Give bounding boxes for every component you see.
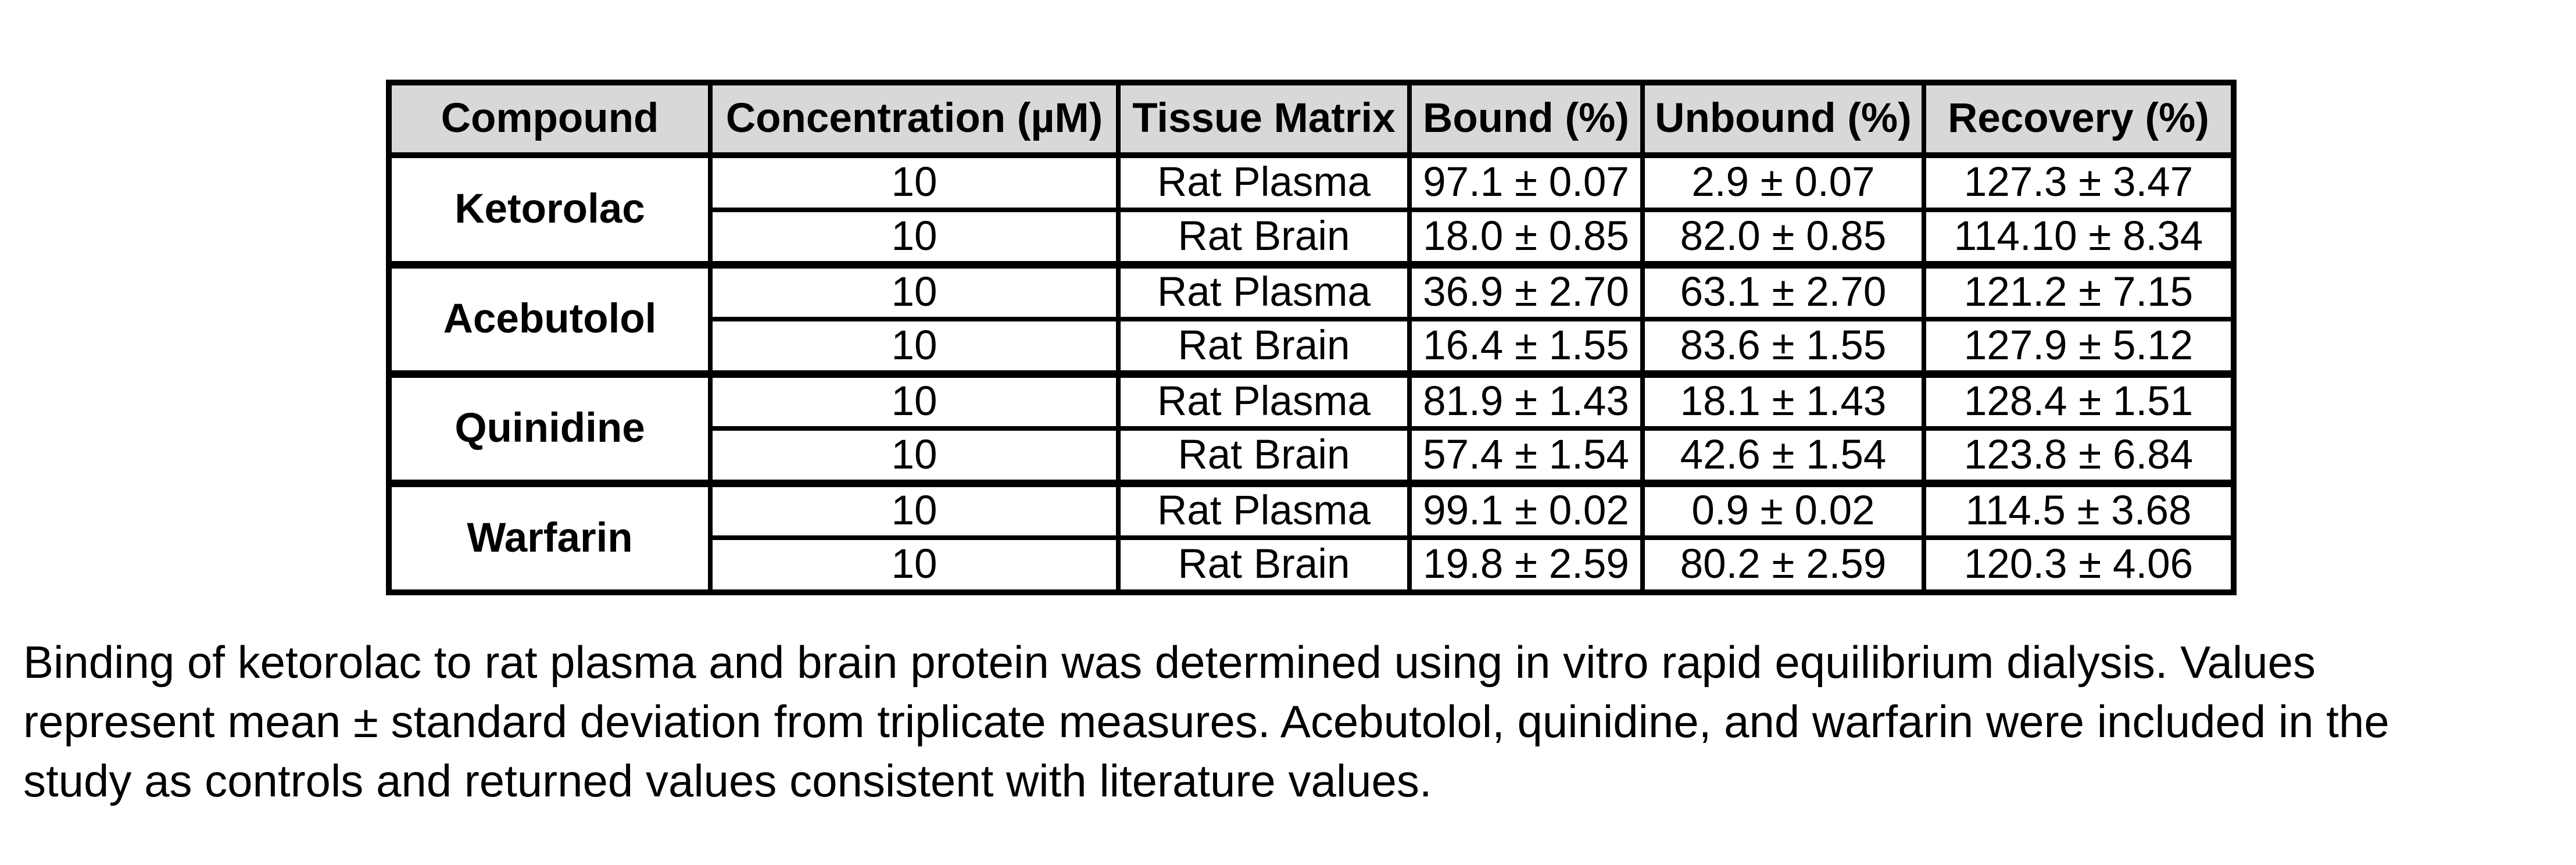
table-caption-line: represent mean ± standard deviation from… — [23, 696, 2389, 747]
cell-recovery: 114.5 ± 3.68 — [1922, 479, 2236, 540]
col-header-compound: Compound — [387, 80, 713, 158]
cell-recovery: 128.4 ± 1.51 — [1922, 370, 2236, 431]
cell-unbound: 0.9 ± 0.02 — [1640, 479, 1926, 540]
col-header-concentration: Concentration (µM) — [708, 80, 1121, 158]
table-row: 10 Rat Brain 19.8 ± 2.59 80.2 ± 2.59 120… — [389, 535, 2236, 595]
cell-recovery: 114.10 ± 8.34 — [1922, 208, 2236, 267]
cell-concentration: 10 — [708, 535, 1121, 595]
header-row: Compound Concentration (µM) Tissue Matri… — [387, 80, 2236, 158]
cell-concentration: 10 — [708, 208, 1121, 267]
col-header-tissue-matrix: Tissue Matrix — [1116, 80, 1412, 158]
cell-unbound: 63.1 ± 2.70 — [1640, 260, 1926, 321]
cell-recovery: 127.9 ± 5.12 — [1922, 317, 2236, 376]
table-row: 10 Rat Brain 57.4 ± 1.54 42.6 ± 1.54 123… — [389, 426, 2236, 485]
cell-concentration: 10 — [708, 426, 1121, 485]
cell-bound: 57.4 ± 1.54 — [1407, 426, 1645, 485]
compound-name-ketorolac: Ketorolac — [387, 153, 713, 267]
table-caption-line: study as controls and returned values co… — [23, 755, 1432, 806]
cell-unbound: 42.6 ± 1.54 — [1640, 426, 1926, 485]
cell-recovery: 123.8 ± 6.84 — [1922, 426, 2236, 485]
cell-bound: 36.9 ± 2.70 — [1407, 260, 1645, 321]
cell-unbound: 83.6 ± 1.55 — [1640, 317, 1926, 376]
cell-tissue-matrix: Rat Plasma — [1116, 479, 1412, 540]
table-row: 10 Rat Brain 18.0 ± 0.85 82.0 ± 0.85 114… — [389, 208, 2236, 267]
cell-unbound: 82.0 ± 0.85 — [1640, 208, 1926, 267]
cell-concentration: 10 — [708, 260, 1121, 321]
cell-concentration: 10 — [708, 317, 1121, 376]
cell-tissue-matrix: Rat Brain — [1116, 208, 1412, 267]
cell-tissue-matrix: Rat Brain — [1116, 535, 1412, 595]
cell-bound: 18.0 ± 0.85 — [1407, 208, 1645, 267]
table-caption: Binding of ketorolac to rat plasma and b… — [23, 632, 2569, 810]
cell-recovery: 127.3 ± 3.47 — [1922, 153, 2236, 212]
compound-name-acebutolol: Acebutolol — [387, 260, 713, 376]
table-row: Quinidine 10 Rat Plasma 81.9 ± 1.43 18.1… — [387, 370, 2236, 485]
col-header-recovery: Recovery (%) — [1922, 80, 2236, 158]
compound-name-quinidine: Quinidine — [387, 370, 713, 485]
cell-concentration: 10 — [708, 370, 1121, 431]
cell-bound: 19.8 ± 2.59 — [1407, 535, 1645, 595]
cell-tissue-matrix: Rat Brain — [1116, 317, 1412, 376]
table-row: Acebutolol 10 Rat Plasma 36.9 ± 2.70 63.… — [387, 260, 2236, 376]
cell-tissue-matrix: Rat Plasma — [1116, 153, 1412, 212]
col-header-unbound: Unbound (%) — [1640, 80, 1926, 158]
cell-unbound: 18.1 ± 1.43 — [1640, 370, 1926, 431]
cell-bound: 81.9 ± 1.43 — [1407, 370, 1645, 431]
cell-bound: 99.1 ± 0.02 — [1407, 479, 1645, 540]
cell-recovery: 121.2 ± 7.15 — [1922, 260, 2236, 321]
table-row: Ketorolac 10 Rat Plasma 97.1 ± 0.07 2.9 … — [387, 153, 2236, 267]
cell-unbound: 2.9 ± 0.07 — [1640, 153, 1926, 212]
table-row: Warfarin 10 Rat Plasma 99.1 ± 0.02 0.9 ±… — [387, 479, 2236, 595]
cell-bound: 97.1 ± 0.07 — [1407, 153, 1645, 212]
table-row: 10 Rat Brain 16.4 ± 1.55 83.6 ± 1.55 127… — [389, 317, 2236, 376]
cell-tissue-matrix: Rat Plasma — [1116, 370, 1412, 431]
cell-tissue-matrix: Rat Plasma — [1116, 260, 1412, 321]
cell-tissue-matrix: Rat Brain — [1116, 426, 1412, 485]
compound-name-warfarin: Warfarin — [387, 479, 713, 595]
col-header-bound: Bound (%) — [1407, 80, 1645, 158]
cell-concentration: 10 — [708, 479, 1121, 540]
cell-recovery: 120.3 ± 4.06 — [1922, 535, 2236, 595]
cell-bound: 16.4 ± 1.55 — [1407, 317, 1645, 376]
table-caption-line: Binding of ketorolac to rat plasma and b… — [23, 637, 2316, 688]
protein-binding-table: Compound Concentration (µM) Tissue Matri… — [386, 80, 2237, 595]
cell-concentration: 10 — [708, 153, 1121, 212]
cell-unbound: 80.2 ± 2.59 — [1640, 535, 1926, 595]
